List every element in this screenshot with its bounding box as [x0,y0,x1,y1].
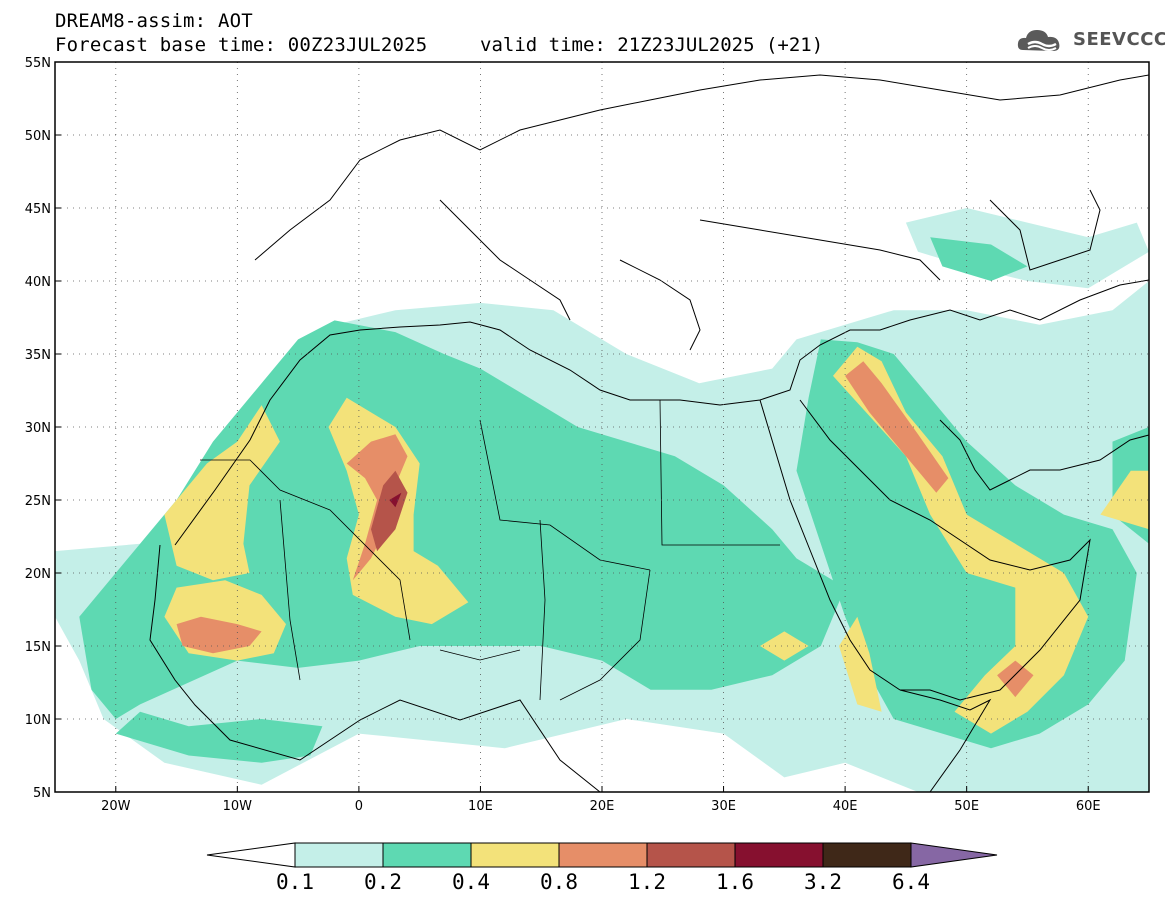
lat-tick-label: 25N [25,494,51,509]
aot-contour-0_2-3 [930,237,1028,281]
forecast-base-time: Forecast base time: 00Z23JUL2025 [55,34,428,56]
colorbar-swatch [382,842,472,868]
lat-tick-label: 30N [25,421,51,436]
colorbar: 0.1 0.2 0.4 0.8 1.2 1.6 3.2 6.4 [206,842,998,894]
aot-contour-1_6-0 [389,492,402,508]
colorbar-label: 1.2 [628,870,666,894]
colorbar-swatch [294,842,384,868]
aot-contour-0_4-0 [164,405,280,581]
lon-tick-label: 60E [1076,799,1101,814]
lon-tick-label: 0 [355,799,363,814]
colorbar-over-arrow [910,842,998,868]
lat-tick-label: 10N [25,713,51,728]
aot-contour-0_4-6 [1100,470,1149,530]
seevccc-logo: SEEVCCC [1015,22,1165,58]
colorbar-under-arrow [206,842,296,868]
lat-tick-label: 15N [25,640,51,655]
lat-tick-label: 20N [25,567,51,582]
colorbar-label: 6.4 [892,870,930,894]
lon-tick-label: 10W [223,799,253,814]
aot-contour-0_4-5 [760,631,809,661]
lat-tick-label: 35N [25,348,51,363]
lat-tick-label: 40N [25,275,51,290]
aot-contour-0_8-3 [997,660,1034,698]
lon-tick-label: 50E [954,799,979,814]
lat-tick-label: 5N [33,786,51,801]
logo-text: SEEVCCC [1073,29,1165,50]
colorbar-label: 0.4 [452,870,490,894]
colorbar-label: 1.6 [716,870,754,894]
lon-tick-label: 20W [101,799,131,814]
aot-contour-0_4-4 [839,616,882,712]
aot-contour-0_1-1 [905,208,1149,289]
lat-tick-label: 50N [25,129,51,144]
aot-contour-0_2-2 [115,711,323,763]
colorbar-swatch [470,842,560,868]
colorbar-label: 0.1 [276,870,314,894]
colorbar-swatch [646,842,736,868]
lat-tick-label: 55N [25,56,51,71]
aot-contour-0_1-2 [1124,324,1149,354]
lon-tick-label: 30E [711,799,736,814]
lon-tick-label: 10E [468,799,493,814]
aot-contour-1_2-0 [371,470,408,552]
aot-contour-0_8-1 [176,616,262,654]
colorbar-swatch [734,842,824,868]
colorbar-label: 0.2 [364,870,402,894]
lat-tick-label: 45N [25,202,51,217]
map-title: DREAM8-assim: AOT [55,10,253,32]
colorbar-swatch [822,842,912,868]
lon-tick-label: 40E [833,799,858,814]
colorbar-label: 0.8 [540,870,578,894]
valid-time: valid time: 21Z23JUL2025 (+21) [480,34,824,56]
cloud-logo-icon [1017,30,1060,51]
aot-contour-0_8-0 [346,434,408,581]
coastlines [149,74,1149,792]
colorbar-swatch [558,842,648,868]
lon-tick-label: 20E [590,799,615,814]
axis-ticks: 20W 10W 0 10E 20E 30E 40E 50E 60E 5N 10N 15N 20N 25N 3… [25,56,1101,814]
aot-contour-0_8-2 [845,361,949,493]
colorbar-label: 3.2 [804,870,842,894]
